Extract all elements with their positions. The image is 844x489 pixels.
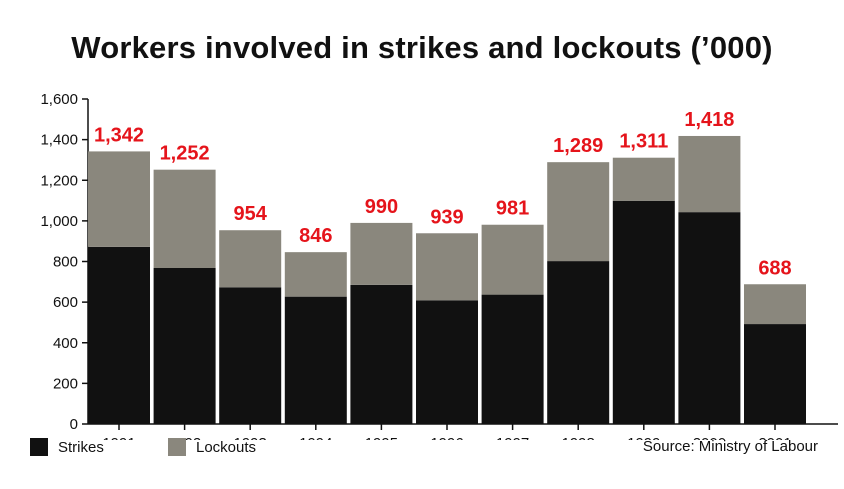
bar-lockouts xyxy=(153,169,216,268)
y-tick-label: 400 xyxy=(53,335,78,352)
bar-strikes xyxy=(744,324,806,424)
bar-lockouts xyxy=(744,284,806,325)
total-value-label: 954 xyxy=(234,203,268,225)
x-tick-label: 1991 xyxy=(102,435,135,440)
bars xyxy=(88,135,806,424)
bar-strikes xyxy=(612,200,675,424)
bar-lockouts xyxy=(547,162,610,262)
bar-lockouts xyxy=(678,135,741,213)
x-tick-label: 2000 xyxy=(693,435,726,440)
chart-footer: Strikes Lockouts Source: Ministry of Lab… xyxy=(0,438,844,462)
bar-strikes xyxy=(678,212,741,424)
x-tick-label: 1993 xyxy=(234,435,267,440)
bar-lockouts xyxy=(88,151,150,247)
y-tick-label: 200 xyxy=(53,375,78,392)
chart-title: Workers involved in strikes and lockouts… xyxy=(71,30,773,65)
x-tick-label: 1992 xyxy=(168,435,201,440)
x-tick-label: 1995 xyxy=(365,435,398,440)
total-value-label: 1,289 xyxy=(553,135,603,157)
y-tick-label: 1,000 xyxy=(40,213,78,230)
x-tick-label: 1999 xyxy=(627,435,660,440)
total-value-label: 1,252 xyxy=(160,143,210,165)
bar-lockouts xyxy=(284,252,347,297)
bar-lockouts xyxy=(350,222,413,285)
total-value-label: 1,342 xyxy=(94,124,144,146)
x-tick-label: 1997 xyxy=(496,435,529,440)
total-value-label: 939 xyxy=(430,206,463,228)
y-tick-label: 1,200 xyxy=(40,172,78,189)
y-tick-label: 800 xyxy=(53,254,78,271)
x-tick-label: 1998 xyxy=(562,435,595,440)
bar-chart: 0 200 400 600 800 1,000 1,200 1,400 1,600 1991 199… xyxy=(40,91,838,440)
total-value-label: 1,418 xyxy=(684,109,734,131)
total-value-label: 981 xyxy=(496,198,529,220)
total-value-label: 846 xyxy=(299,225,332,247)
total-value-label: 1,311 xyxy=(619,131,668,153)
total-value-label: 990 xyxy=(365,196,398,218)
x-tick-label: 1994 xyxy=(299,435,332,440)
bar-lockouts xyxy=(481,224,544,295)
total-value-label: 688 xyxy=(758,257,791,279)
labels: 1,342 1,252 954 846 990 939 981 1,289 1,311 1,418… xyxy=(94,109,792,279)
y-tick-label: 1,400 xyxy=(40,132,78,149)
bar-strikes xyxy=(153,268,216,424)
bar-lockouts xyxy=(416,233,478,301)
bar-strikes xyxy=(284,296,347,424)
x-tick-label: 1996 xyxy=(430,435,463,440)
legend-swatch-lockouts xyxy=(168,438,186,456)
legend-item-strikes: Strikes xyxy=(30,438,104,456)
legend-swatch-strikes xyxy=(30,438,48,456)
bar-strikes xyxy=(350,284,413,424)
legend-item-lockouts: Lockouts xyxy=(168,438,256,456)
bar-lockouts xyxy=(219,230,282,288)
y-tick-label: 600 xyxy=(53,294,78,311)
bar-strikes xyxy=(88,246,150,424)
y-tick-label: 0 xyxy=(70,416,78,433)
bar-lockouts xyxy=(612,157,675,201)
bar-strikes xyxy=(416,300,478,424)
legend-label-lockouts: Lockouts xyxy=(196,438,257,456)
bar-strikes xyxy=(219,287,282,424)
bar-strikes xyxy=(547,261,610,424)
bar-strikes xyxy=(481,294,544,424)
y-tick-label: 1,600 xyxy=(40,91,78,108)
legend-label-strikes: Strikes xyxy=(58,438,104,456)
source-note: Source: Ministry of Labour xyxy=(642,438,818,455)
